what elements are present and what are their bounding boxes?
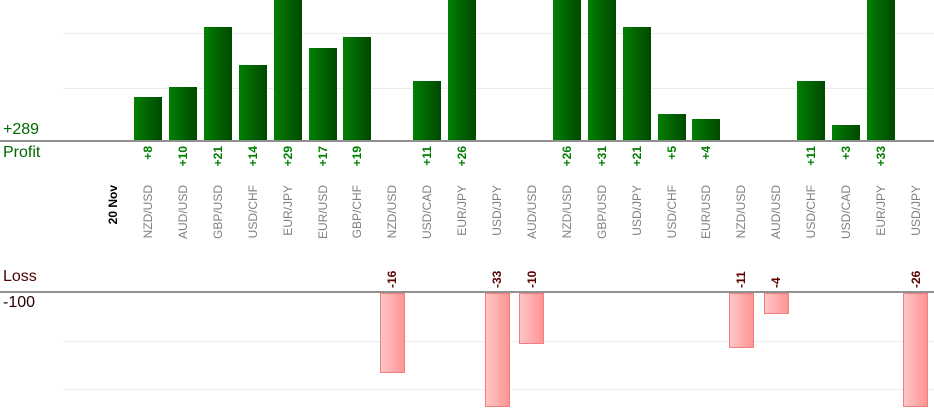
profit-bar — [203, 26, 232, 141]
pair-label: NZD/USD — [385, 185, 400, 239]
profit-bar — [238, 64, 267, 141]
pair-label: GBP/USD — [210, 185, 225, 240]
pair-label: USD/JPY — [629, 185, 644, 236]
pair-label: GBP/USD — [594, 185, 609, 240]
pair-label: NZD/USD — [559, 185, 574, 239]
profit-bar — [622, 26, 651, 141]
pair-label: USD/CHF — [245, 185, 260, 239]
loss-bar — [519, 293, 545, 344]
profit-value-label: +21 — [629, 146, 644, 167]
pair-label: NZD/USD — [734, 185, 749, 239]
pair-label: AUD/USD — [175, 185, 190, 240]
profit-value-label: +11 — [804, 146, 819, 166]
profit-bar — [866, 0, 895, 141]
pair-label: EUR/JPY — [873, 185, 888, 236]
pair-label: USD/JPY — [908, 185, 923, 236]
loss-bar — [763, 293, 789, 315]
profit-bar — [587, 0, 616, 141]
date-label: 20 Nov — [106, 185, 120, 225]
pair-label: EUR/USD — [699, 185, 714, 240]
loss-value-label: -26 — [908, 270, 923, 288]
profit-value-label: +29 — [280, 146, 295, 167]
profit-bar — [692, 119, 721, 141]
profit-value-label: +33 — [873, 146, 888, 167]
profit-value-label: +17 — [315, 146, 330, 167]
profit-section-label: Profit — [3, 144, 41, 161]
profit-value-label: +8 — [141, 146, 155, 160]
loss-value-label: -16 — [385, 270, 400, 288]
loss-total-label: -100 — [3, 294, 36, 311]
profit-bar — [343, 37, 372, 141]
loss-value-label: -4 — [769, 277, 784, 288]
profit-value-label: +11 — [420, 146, 435, 166]
profit-value-label: +26 — [455, 146, 470, 167]
pair-label: USD/CAD — [839, 185, 853, 240]
profit-value-label: +26 — [559, 146, 574, 167]
profit-value-label: +21 — [210, 146, 225, 167]
pair-label: USD/CHF — [804, 185, 819, 239]
loss-bar — [484, 293, 510, 407]
profit-value-label: +5 — [664, 146, 679, 160]
profit-plot-area — [0, 0, 934, 141]
pair-label: USD/CHF — [664, 185, 679, 239]
pair-label: EUR/JPY — [280, 185, 295, 236]
loss-value-label: -10 — [524, 270, 539, 288]
profit-axis-line — [0, 140, 934, 142]
profit-bar — [448, 0, 477, 141]
pair-label: EUR/JPY — [455, 185, 470, 236]
profit-bar — [134, 97, 162, 141]
profit-bar — [413, 81, 442, 141]
loss-axis-line — [0, 291, 934, 293]
profit-value-label: +10 — [175, 146, 190, 167]
loss-section-label: Loss — [3, 268, 37, 285]
loss-bar — [728, 293, 754, 349]
profit-value-label: +3 — [839, 146, 853, 160]
profit-value-label: +14 — [245, 146, 260, 167]
profit-bar — [552, 0, 581, 141]
profit-value-label: +4 — [699, 146, 714, 160]
profit-bar — [797, 81, 826, 141]
profit-gridline-20 — [63, 33, 934, 34]
profit-gridline-10 — [63, 88, 934, 89]
pair-label: NZD/USD — [141, 185, 155, 239]
pair-label: AUD/USD — [524, 185, 539, 240]
pair-label: GBP/CHF — [350, 185, 365, 239]
profit-bar — [657, 113, 686, 141]
pair-label: USD/CAD — [420, 185, 435, 240]
profit-bar — [832, 124, 860, 141]
loss-value-label: -33 — [490, 270, 504, 288]
loss-bar — [903, 293, 929, 407]
loss-plot-area — [0, 293, 934, 407]
pair-label: USD/JPY — [490, 185, 504, 236]
profit-bar — [168, 86, 197, 141]
loss-value-label: -11 — [734, 271, 749, 288]
pair-label: AUD/USD — [769, 185, 784, 240]
profit-bar — [308, 48, 337, 141]
pair-label: EUR/USD — [315, 185, 330, 240]
profit-total-label: +289 — [3, 121, 40, 138]
profit-value-label: +31 — [594, 146, 609, 167]
profit-value-label: +19 — [350, 146, 365, 167]
loss-bar — [379, 293, 405, 373]
profit-bar — [273, 0, 302, 141]
